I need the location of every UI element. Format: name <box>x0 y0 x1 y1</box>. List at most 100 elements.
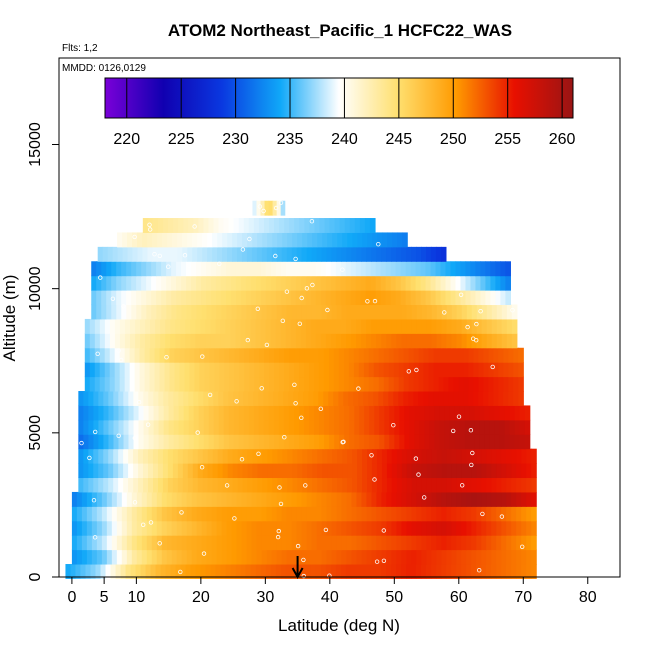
heatmap-cell <box>331 491 338 507</box>
heatmap-cell <box>378 362 385 378</box>
heatmap-cell <box>274 362 280 378</box>
heatmap-cell <box>521 491 527 507</box>
heatmap-cell <box>354 405 360 421</box>
heatmap-cell <box>285 333 292 349</box>
heatmap-cell <box>295 333 302 349</box>
sample-point <box>468 428 474 433</box>
heatmap-cell <box>486 506 492 522</box>
heatmap-cell <box>261 246 268 262</box>
sample-point <box>259 386 264 391</box>
heatmap-cell <box>508 347 514 363</box>
heatmap-cell <box>215 275 222 291</box>
heatmap-cell <box>166 304 172 320</box>
heatmap-cell <box>181 535 188 551</box>
heatmap-cell <box>430 261 437 277</box>
heatmap-cell <box>250 275 257 291</box>
heatmap-cell <box>330 318 337 334</box>
heatmap-cell <box>455 275 462 291</box>
x-tick-label: 10 <box>127 589 145 606</box>
heatmap-cell <box>201 290 207 306</box>
heatmap-cell <box>230 290 237 306</box>
heatmap-cell <box>431 333 438 349</box>
heatmap-cell <box>489 405 496 421</box>
heatmap-cell <box>337 448 343 464</box>
heatmap-cell <box>333 391 339 406</box>
heatmap-cell <box>346 246 352 262</box>
heatmap-cell <box>466 477 473 493</box>
sample-point <box>157 541 162 546</box>
heatmap-cell <box>325 275 332 291</box>
heatmap-cell <box>270 290 277 306</box>
heatmap-cell <box>400 261 407 277</box>
heatmap-cell <box>99 318 106 334</box>
heatmap-cell <box>395 275 402 291</box>
heatmap-cell <box>385 261 392 277</box>
heatmap-cell <box>526 491 532 507</box>
heatmap-cell <box>287 463 293 479</box>
heatmap-cell <box>111 491 118 507</box>
heatmap-cell <box>146 506 153 522</box>
heatmap-cell <box>191 275 197 291</box>
heatmap-cell <box>179 362 186 378</box>
heatmap-cell <box>376 448 383 464</box>
heatmap-cell <box>411 246 417 262</box>
heatmap-cell <box>145 318 151 334</box>
heatmap-cell <box>483 376 489 392</box>
heatmap-cell <box>228 218 235 233</box>
heatmap-cell <box>292 463 298 479</box>
heatmap-cell <box>288 391 294 406</box>
heatmap-cell <box>413 376 420 392</box>
heatmap-cell <box>518 362 524 378</box>
heatmap-cell <box>394 419 400 435</box>
heatmap-cell <box>488 391 494 406</box>
heatmap-cell <box>203 391 209 406</box>
heatmap-cell <box>174 347 181 363</box>
heatmap-cell <box>106 261 112 277</box>
heatmap-cell <box>210 564 217 579</box>
heatmap-cell <box>111 520 118 536</box>
heatmap-cell <box>177 463 184 479</box>
heatmap-cell <box>478 362 485 378</box>
heatmap-cell <box>221 506 228 522</box>
sample-point <box>293 256 298 262</box>
heatmap-cell <box>476 564 482 579</box>
heatmap-cell <box>491 535 497 551</box>
heatmap-cell <box>342 463 348 479</box>
heatmap-cell <box>152 463 159 479</box>
heatmap-cell <box>494 434 501 450</box>
y-tick-label: 0 <box>27 572 44 581</box>
heatmap-cell <box>98 463 104 479</box>
sample-point <box>239 457 245 462</box>
heatmap-cell <box>428 376 435 392</box>
heatmap-cell <box>302 477 308 493</box>
heatmap-cell <box>446 549 452 565</box>
heatmap-cell <box>519 419 526 435</box>
heatmap-cell <box>213 391 219 406</box>
heatmap-cell <box>310 290 317 306</box>
heatmap-cell <box>493 376 499 392</box>
heatmap-cell <box>175 333 181 349</box>
heatmap-cell <box>322 232 328 248</box>
heatmap-cell <box>303 391 309 406</box>
heatmap-cell <box>240 261 247 277</box>
heatmap-cell <box>206 549 213 565</box>
colorbar-tick-label: 255 <box>494 131 521 148</box>
heatmap-cell <box>154 376 161 392</box>
heatmap-cell <box>276 304 283 320</box>
heatmap-cell <box>521 463 527 479</box>
heatmap-cell <box>203 434 210 450</box>
heatmap-cell <box>376 477 383 493</box>
heatmap-cell <box>153 419 160 435</box>
heatmap-cell <box>491 318 498 334</box>
heatmap-cell <box>468 362 475 378</box>
heatmap-cell <box>351 333 357 349</box>
heatmap-cell <box>86 506 93 522</box>
heatmap-cell <box>443 347 450 363</box>
heatmap-cell <box>341 318 347 334</box>
heatmap-cell <box>446 520 452 536</box>
heatmap-cell <box>217 246 223 262</box>
heatmap-cell <box>81 520 88 536</box>
heatmap-cell <box>148 463 154 479</box>
sample-point <box>273 253 278 259</box>
heatmap-cell <box>353 376 360 392</box>
